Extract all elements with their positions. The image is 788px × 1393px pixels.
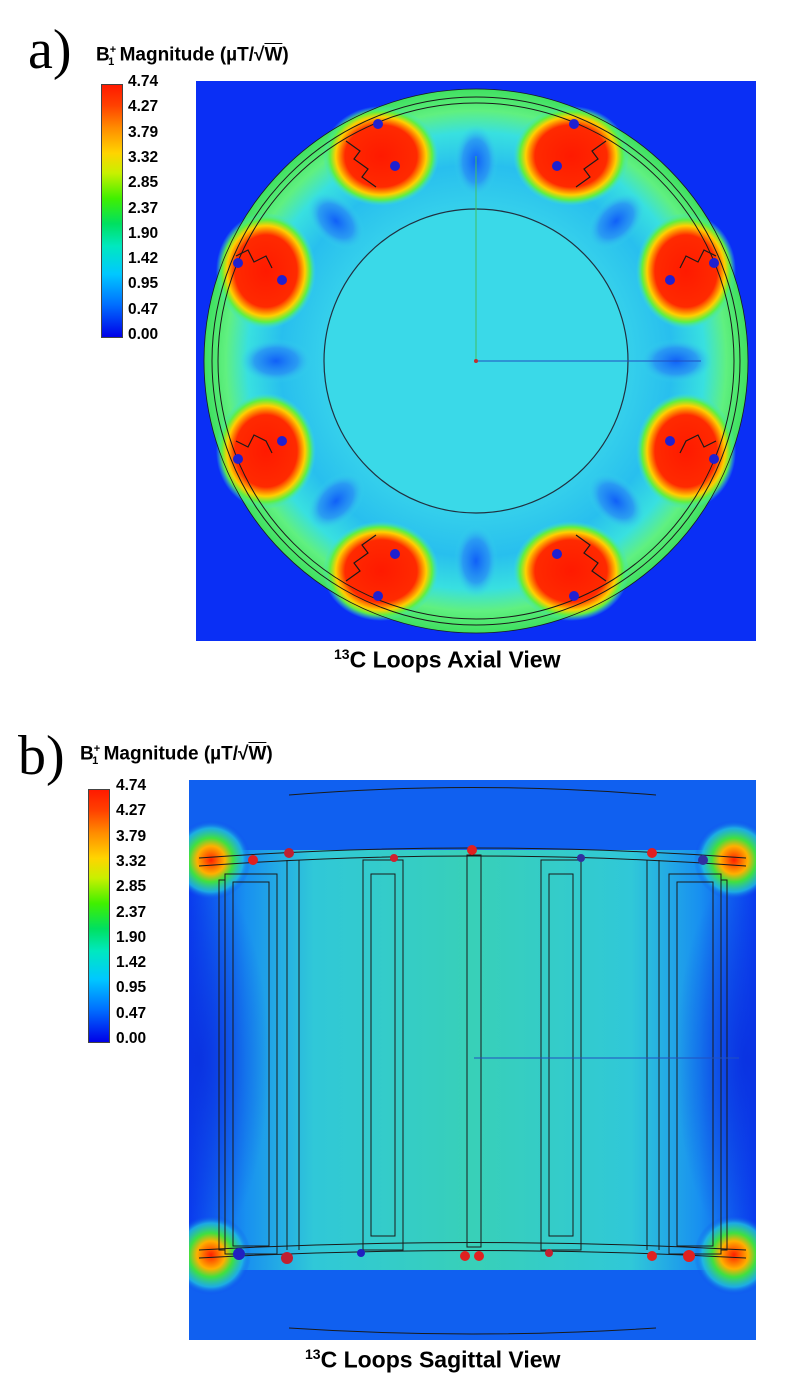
port-marker xyxy=(698,855,708,865)
tick-label: 0.00 xyxy=(128,326,159,343)
tick-label: 2.37 xyxy=(128,199,159,217)
port-marker xyxy=(281,1252,293,1264)
hotspots xyxy=(216,106,736,621)
tick-label: 3.32 xyxy=(116,852,147,870)
port-marker xyxy=(277,436,287,446)
tick-label: 1.42 xyxy=(116,954,147,972)
panel-a-colorbar-title: B+1 Magnitude (µT/√W) xyxy=(96,44,289,69)
tick-label: 1.90 xyxy=(128,224,159,242)
tick-label: 0.47 xyxy=(116,1004,147,1022)
tick-label: 4.74 xyxy=(116,777,147,794)
low-field-lobe xyxy=(307,192,365,250)
panel-a-colorbar-ticks: 4.74 4.27 3.79 3.32 2.85 2.37 1.90 1.42 … xyxy=(128,73,188,343)
panel-a-colorbar xyxy=(101,84,123,338)
port-marker xyxy=(373,591,383,601)
low-field-arc xyxy=(189,870,269,1250)
port-marker xyxy=(390,549,400,559)
port-marker xyxy=(569,591,579,601)
bottom-field-band xyxy=(189,1270,756,1340)
axial-field-map xyxy=(196,81,756,641)
coil-former-ring xyxy=(217,102,735,620)
tick-label: 1.90 xyxy=(116,928,147,946)
tick-label: 2.85 xyxy=(116,878,147,896)
tick-label: 0.95 xyxy=(116,979,147,997)
coil-former-ring xyxy=(203,88,749,634)
coil-region-field xyxy=(189,840,756,1280)
coil-former-ring xyxy=(211,96,741,626)
port-marker xyxy=(709,454,719,464)
port-marker xyxy=(284,848,294,858)
port-marker xyxy=(569,119,579,129)
port-marker xyxy=(552,161,562,171)
tick-label: 3.32 xyxy=(128,148,159,166)
hotspot xyxy=(636,213,736,329)
hotspot xyxy=(216,393,316,509)
low-field-lobe xyxy=(307,472,365,530)
corner-hotspot xyxy=(694,820,756,900)
corner-hotspot xyxy=(189,820,251,900)
port-markers xyxy=(233,119,719,601)
port-marker xyxy=(357,1249,365,1257)
tick-label: 4.27 xyxy=(128,98,159,116)
port-marker xyxy=(647,1251,657,1261)
sagittal-field-map xyxy=(189,780,756,1340)
low-field-lobe xyxy=(587,472,645,530)
port-marker xyxy=(373,119,383,129)
coil-outlines xyxy=(198,787,747,1335)
port-marker xyxy=(467,845,477,855)
tick-label: 1.42 xyxy=(128,250,159,268)
origin-marker xyxy=(474,359,478,363)
tick-label: 0.95 xyxy=(128,275,159,293)
low-field-lobe xyxy=(587,192,645,250)
low-field-lobe xyxy=(454,525,498,597)
tick-label: 3.79 xyxy=(128,123,159,141)
panel-b-colorbar xyxy=(88,789,110,1043)
port-marker xyxy=(665,436,675,446)
tick-label: 4.74 xyxy=(128,73,159,90)
port-marker xyxy=(277,275,287,285)
hotspot xyxy=(216,213,316,329)
hotspot xyxy=(323,106,439,206)
port-markers xyxy=(233,845,708,1264)
tick-label: 2.37 xyxy=(116,903,147,921)
top-field-band xyxy=(189,780,756,850)
panel-a-label: a) xyxy=(28,19,72,81)
hotspot xyxy=(323,521,439,621)
corner-hotspot xyxy=(694,1215,756,1295)
port-marker xyxy=(683,1250,695,1262)
hotspot xyxy=(513,106,629,206)
port-marker xyxy=(390,161,400,171)
port-marker xyxy=(647,848,657,858)
panel-a-caption: 13C Loops Axial View xyxy=(334,646,561,673)
hotspot xyxy=(636,393,736,509)
panel-b-caption: 13C Loops Sagittal View xyxy=(305,1346,561,1373)
low-field-lobe xyxy=(240,339,312,383)
tick-label: 4.27 xyxy=(116,802,147,820)
tick-label: 3.79 xyxy=(116,827,147,845)
port-marker xyxy=(233,1248,245,1260)
panel-b-colorbar-ticks: 4.74 4.27 3.79 3.32 2.85 2.37 1.90 1.42 … xyxy=(116,777,176,1047)
port-marker xyxy=(577,854,585,862)
panel-b-colorbar-title: B+1 Magnitude (µT/√W) xyxy=(80,743,273,768)
low-field-arc xyxy=(676,870,756,1250)
port-marker xyxy=(248,855,258,865)
port-marker xyxy=(460,1251,470,1261)
port-marker xyxy=(665,275,675,285)
panel-b-label: b) xyxy=(18,725,65,787)
tick-label: 2.85 xyxy=(128,174,159,192)
tick-label: 0.00 xyxy=(116,1030,147,1047)
port-marker xyxy=(233,454,243,464)
port-marker xyxy=(552,549,562,559)
hotspot xyxy=(513,521,629,621)
port-marker xyxy=(390,854,398,862)
corner-hotspot xyxy=(189,1215,251,1295)
loop-traces xyxy=(235,140,717,582)
port-marker xyxy=(474,1251,484,1261)
port-marker xyxy=(545,1249,553,1257)
port-marker xyxy=(709,258,719,268)
tick-label: 0.47 xyxy=(128,300,159,318)
port-marker xyxy=(233,258,243,268)
